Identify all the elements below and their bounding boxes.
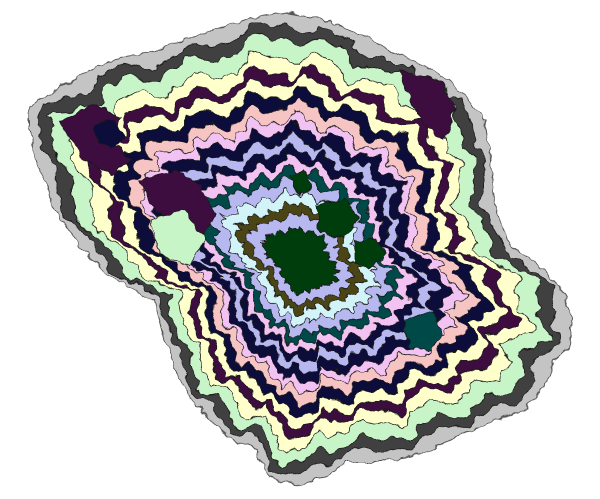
zone-patch-teal [404, 311, 443, 351]
zone-patch-forest [314, 197, 359, 239]
zone-patch-plum [399, 69, 456, 141]
zone-patch-navy [94, 117, 126, 151]
zone-patch-plum [139, 169, 216, 241]
zone-band-forest [260, 224, 342, 296]
zone-patch-forest [289, 169, 313, 196]
zone-patch-mint [149, 209, 206, 266]
contour-zones [29, 11, 573, 486]
zone-patch-forest [354, 237, 386, 271]
